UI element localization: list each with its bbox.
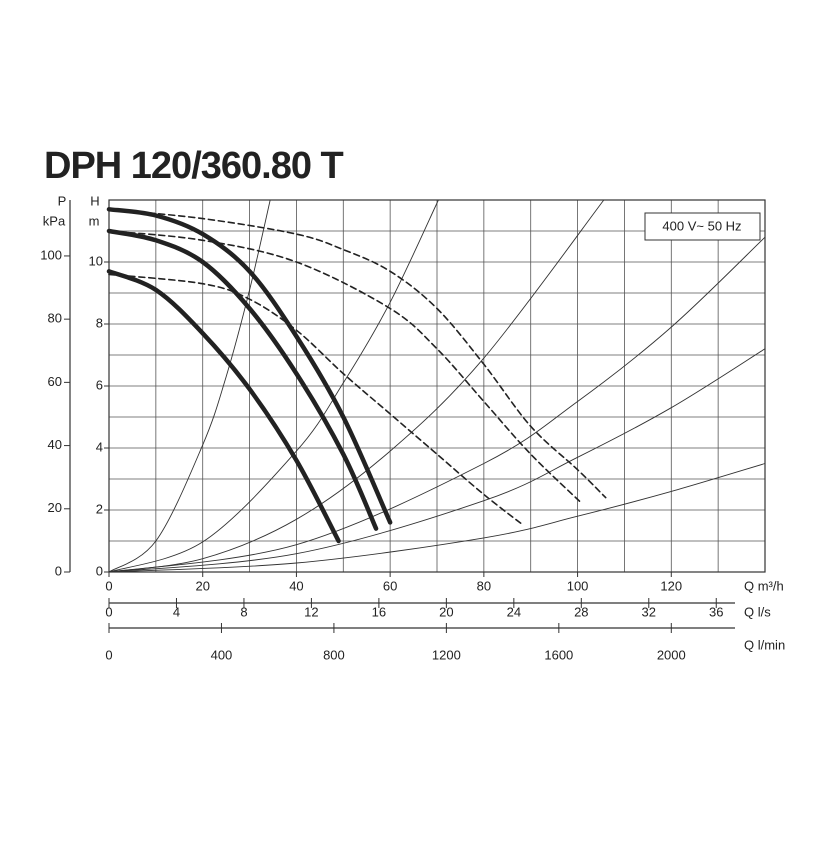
annotation-box xyxy=(644,212,761,241)
curve xyxy=(108,199,439,573)
y-tick-label: 20 xyxy=(48,500,62,515)
x-tick-label: 400 xyxy=(211,647,233,662)
curve xyxy=(108,208,607,499)
y-tick-label: 6 xyxy=(96,377,103,392)
x-tick-label: 24 xyxy=(507,604,521,619)
y-axis-unit: kPa xyxy=(43,213,66,228)
x-tick-label: 80 xyxy=(477,578,491,593)
curve xyxy=(106,269,341,544)
y-tick-label: 100 xyxy=(40,247,62,262)
x-tick-label: 36 xyxy=(709,604,723,619)
x-tick-label: 20 xyxy=(439,604,453,619)
x-tick-label: 0 xyxy=(105,578,112,593)
x-axis-label: Q l/min xyxy=(744,637,785,652)
x-tick-label: 8 xyxy=(240,604,247,619)
x-tick-label: 32 xyxy=(642,604,656,619)
chart-title: DPH 120/360.80 T xyxy=(44,145,344,187)
y-axis-unit: m xyxy=(89,213,100,228)
y-tick-label: 2 xyxy=(96,501,103,516)
x-tick-label: 1600 xyxy=(544,647,573,662)
y-tick-label: 60 xyxy=(48,374,62,389)
y-tick-label: 40 xyxy=(48,437,62,452)
y-tick-label: 4 xyxy=(96,439,103,454)
x-tick-label: 100 xyxy=(567,578,589,593)
y-tick-label: 10 xyxy=(89,253,103,268)
x-tick-label: 2000 xyxy=(657,647,686,662)
curve xyxy=(108,230,584,505)
x-tick-label: 800 xyxy=(323,647,345,662)
curve xyxy=(108,463,766,573)
x-axis-label: Q m³/h xyxy=(744,578,784,593)
y-axis-label: H xyxy=(90,193,99,208)
x-tick-label: 120 xyxy=(660,578,682,593)
y-axis-label: P xyxy=(58,193,67,208)
y-tick-label: 0 xyxy=(55,563,62,578)
curve xyxy=(108,273,525,527)
x-tick-label: 0 xyxy=(105,647,112,662)
x-tick-label: 1200 xyxy=(432,647,461,662)
curve xyxy=(106,228,379,531)
curve xyxy=(108,236,766,573)
x-tick-label: 16 xyxy=(372,604,386,619)
x-tick-label: 4 xyxy=(173,604,180,619)
curve xyxy=(108,348,766,573)
x-tick-label: 20 xyxy=(195,578,209,593)
x-tick-label: 40 xyxy=(289,578,303,593)
x-tick-label: 0 xyxy=(105,604,112,619)
x-tick-label: 28 xyxy=(574,604,588,619)
annotation: 400 V~ 50 Hz xyxy=(662,218,741,233)
curve xyxy=(106,207,393,525)
y-tick-label: 8 xyxy=(96,315,103,330)
x-tick-label: 12 xyxy=(304,604,318,619)
y-tick-label: 0 xyxy=(96,563,103,578)
y-tick-label: 80 xyxy=(48,311,62,326)
x-axis-label: Q l/s xyxy=(744,604,771,619)
x-tick-label: 60 xyxy=(383,578,397,593)
